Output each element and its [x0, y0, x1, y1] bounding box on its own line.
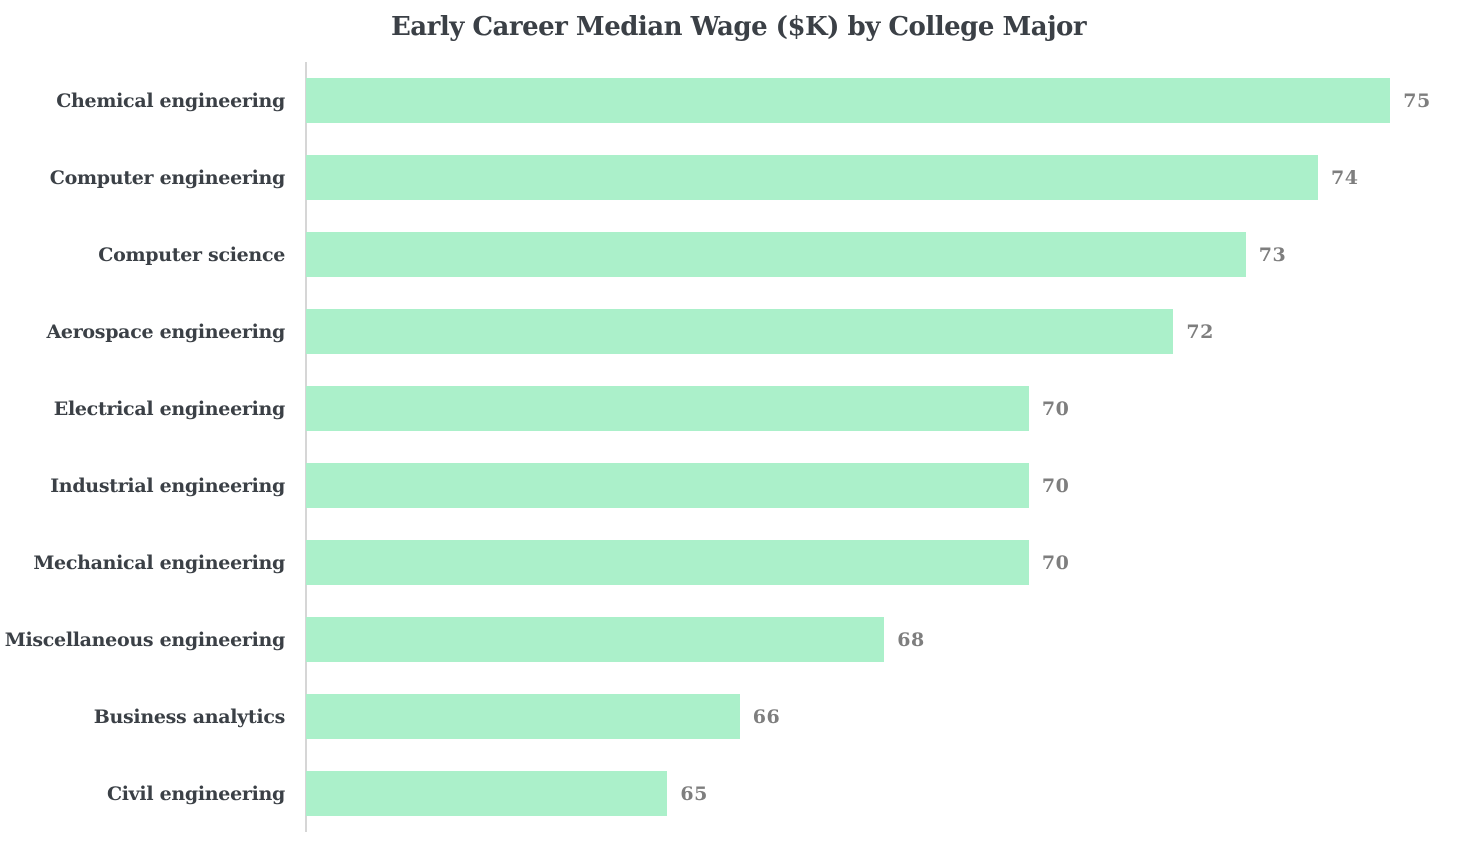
bar: [306, 232, 1246, 277]
chart-row: Electrical engineering 70: [0, 370, 1477, 447]
chart-row: Miscellaneous engineering 68: [0, 601, 1477, 678]
plot-area: Chemical engineering 75 Computer engineeri…: [0, 62, 1477, 832]
category-label: Civil engineering: [106, 782, 285, 805]
y-axis-spine: [305, 62, 307, 832]
category-label: Miscellaneous engineering: [4, 628, 286, 651]
chart-row: Mechanical engineering 70: [0, 524, 1477, 601]
category-label: Mechanical engineering: [33, 551, 285, 574]
bar-track: 70: [306, 447, 1477, 524]
category-label: Computer science: [98, 243, 285, 266]
bar-track: 73: [306, 216, 1477, 293]
chart-row: Computer science 73: [0, 216, 1477, 293]
value-label: 73: [1258, 243, 1287, 266]
bar: [306, 694, 740, 739]
category-label: Business analytics: [93, 705, 286, 728]
bar: [306, 463, 1029, 508]
chart-row: Business analytics 66: [0, 678, 1477, 755]
value-label: 70: [1041, 474, 1070, 497]
bar-track: 70: [306, 370, 1477, 447]
bar: [306, 386, 1029, 431]
value-label: 74: [1330, 166, 1359, 189]
bar: [306, 771, 668, 816]
chart-row: Computer engineering 74: [0, 139, 1477, 216]
bar: [306, 540, 1029, 585]
value-label: 70: [1041, 397, 1070, 420]
value-label: 66: [752, 705, 781, 728]
chart-row: Chemical engineering 75: [0, 62, 1477, 139]
bar: [306, 155, 1318, 200]
category-label: Chemical engineering: [56, 89, 285, 112]
bar: [306, 617, 885, 662]
bar-track: 65: [306, 755, 1477, 832]
category-label: Industrial engineering: [50, 474, 285, 497]
chart-title: Early Career Median Wage ($K) by College…: [390, 12, 1087, 42]
bar-track: 66: [306, 678, 1477, 755]
category-label: Computer engineering: [49, 166, 286, 189]
bar: [306, 309, 1174, 354]
bar-track: 68: [306, 601, 1477, 678]
value-label: 75: [1403, 89, 1431, 112]
bar-track: 70: [306, 524, 1477, 601]
bar: [306, 78, 1391, 123]
chart-row: Aerospace engineering 72: [0, 293, 1477, 370]
bar-track: 72: [306, 293, 1477, 370]
category-label: Electrical engineering: [53, 397, 286, 420]
chart-row: Civil engineering 65: [0, 755, 1477, 832]
category-label: Aerospace engineering: [46, 320, 285, 343]
value-label: 70: [1041, 551, 1070, 574]
bar-track: 75: [306, 62, 1477, 139]
value-label: 68: [897, 628, 925, 651]
value-label: 72: [1186, 320, 1214, 343]
chart-row: Industrial engineering 70: [0, 447, 1477, 524]
bar-track: 74: [306, 139, 1477, 216]
value-label: 65: [680, 782, 708, 805]
